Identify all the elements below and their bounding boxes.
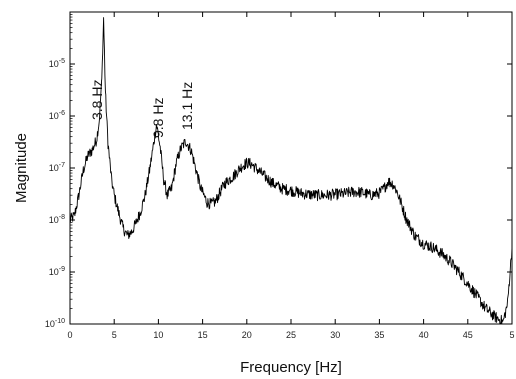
y-tick-label-exponent: -10	[55, 318, 65, 325]
y-tick-label-exponent: -6	[59, 110, 65, 117]
y-tick-label-base: 10	[49, 163, 59, 173]
y-tick-label-exponent: -8	[59, 214, 65, 221]
x-tick-label: 20	[242, 330, 252, 340]
spectrum-series-line	[69, 17, 513, 324]
x-tick-label: 10	[153, 330, 163, 340]
x-tick-label: 45	[463, 330, 473, 340]
y-tick-label-base: 10	[49, 59, 59, 69]
y-tick-label: 10-5	[49, 58, 65, 69]
x-tick-label: 30	[330, 330, 340, 340]
x-tick-label: 25	[286, 330, 296, 340]
plot-frame	[69, 11, 513, 325]
peak-annotation: 3.8 Hz	[89, 80, 105, 120]
x-tick-label: 5	[509, 330, 514, 340]
peak-annotation: 13.1 Hz	[179, 82, 195, 130]
peak-annotation: 9.8 Hz	[150, 98, 166, 138]
y-tick-label: 10-8	[49, 214, 65, 225]
y-tick-label: 10-6	[49, 110, 65, 121]
y-tick-label: 10-10	[45, 318, 65, 329]
x-tick-label: 5	[112, 330, 117, 340]
y-tick-label-base: 10	[49, 215, 59, 225]
x-tick-label: 0	[67, 330, 72, 340]
x-tick-label: 35	[374, 330, 384, 340]
x-tick-label: 40	[419, 330, 429, 340]
series-layer	[69, 17, 513, 324]
y-tick-label-exponent: -5	[59, 58, 65, 65]
y-tick-label: 10-9	[49, 266, 65, 277]
y-tick-label-exponent: -7	[59, 162, 65, 169]
annotation-layer: 3.8 Hz 9.8 Hz 13.1 Hz	[89, 80, 195, 138]
y-tick-label-exponent: -9	[59, 266, 65, 273]
x-tick-label: 15	[198, 330, 208, 340]
y-axis-label: Magnitude	[13, 133, 30, 203]
y-tick-label-base: 10	[45, 319, 55, 329]
x-axis-label: Frequency [Hz]	[240, 359, 342, 376]
y-tick-label-base: 10	[49, 111, 59, 121]
y-tick-label-base: 10	[49, 267, 59, 277]
y-tick-label: 10-7	[49, 162, 65, 173]
x-axis-ticks: 0 5 10 15 20 25 30 35 40 45 5	[67, 12, 515, 340]
